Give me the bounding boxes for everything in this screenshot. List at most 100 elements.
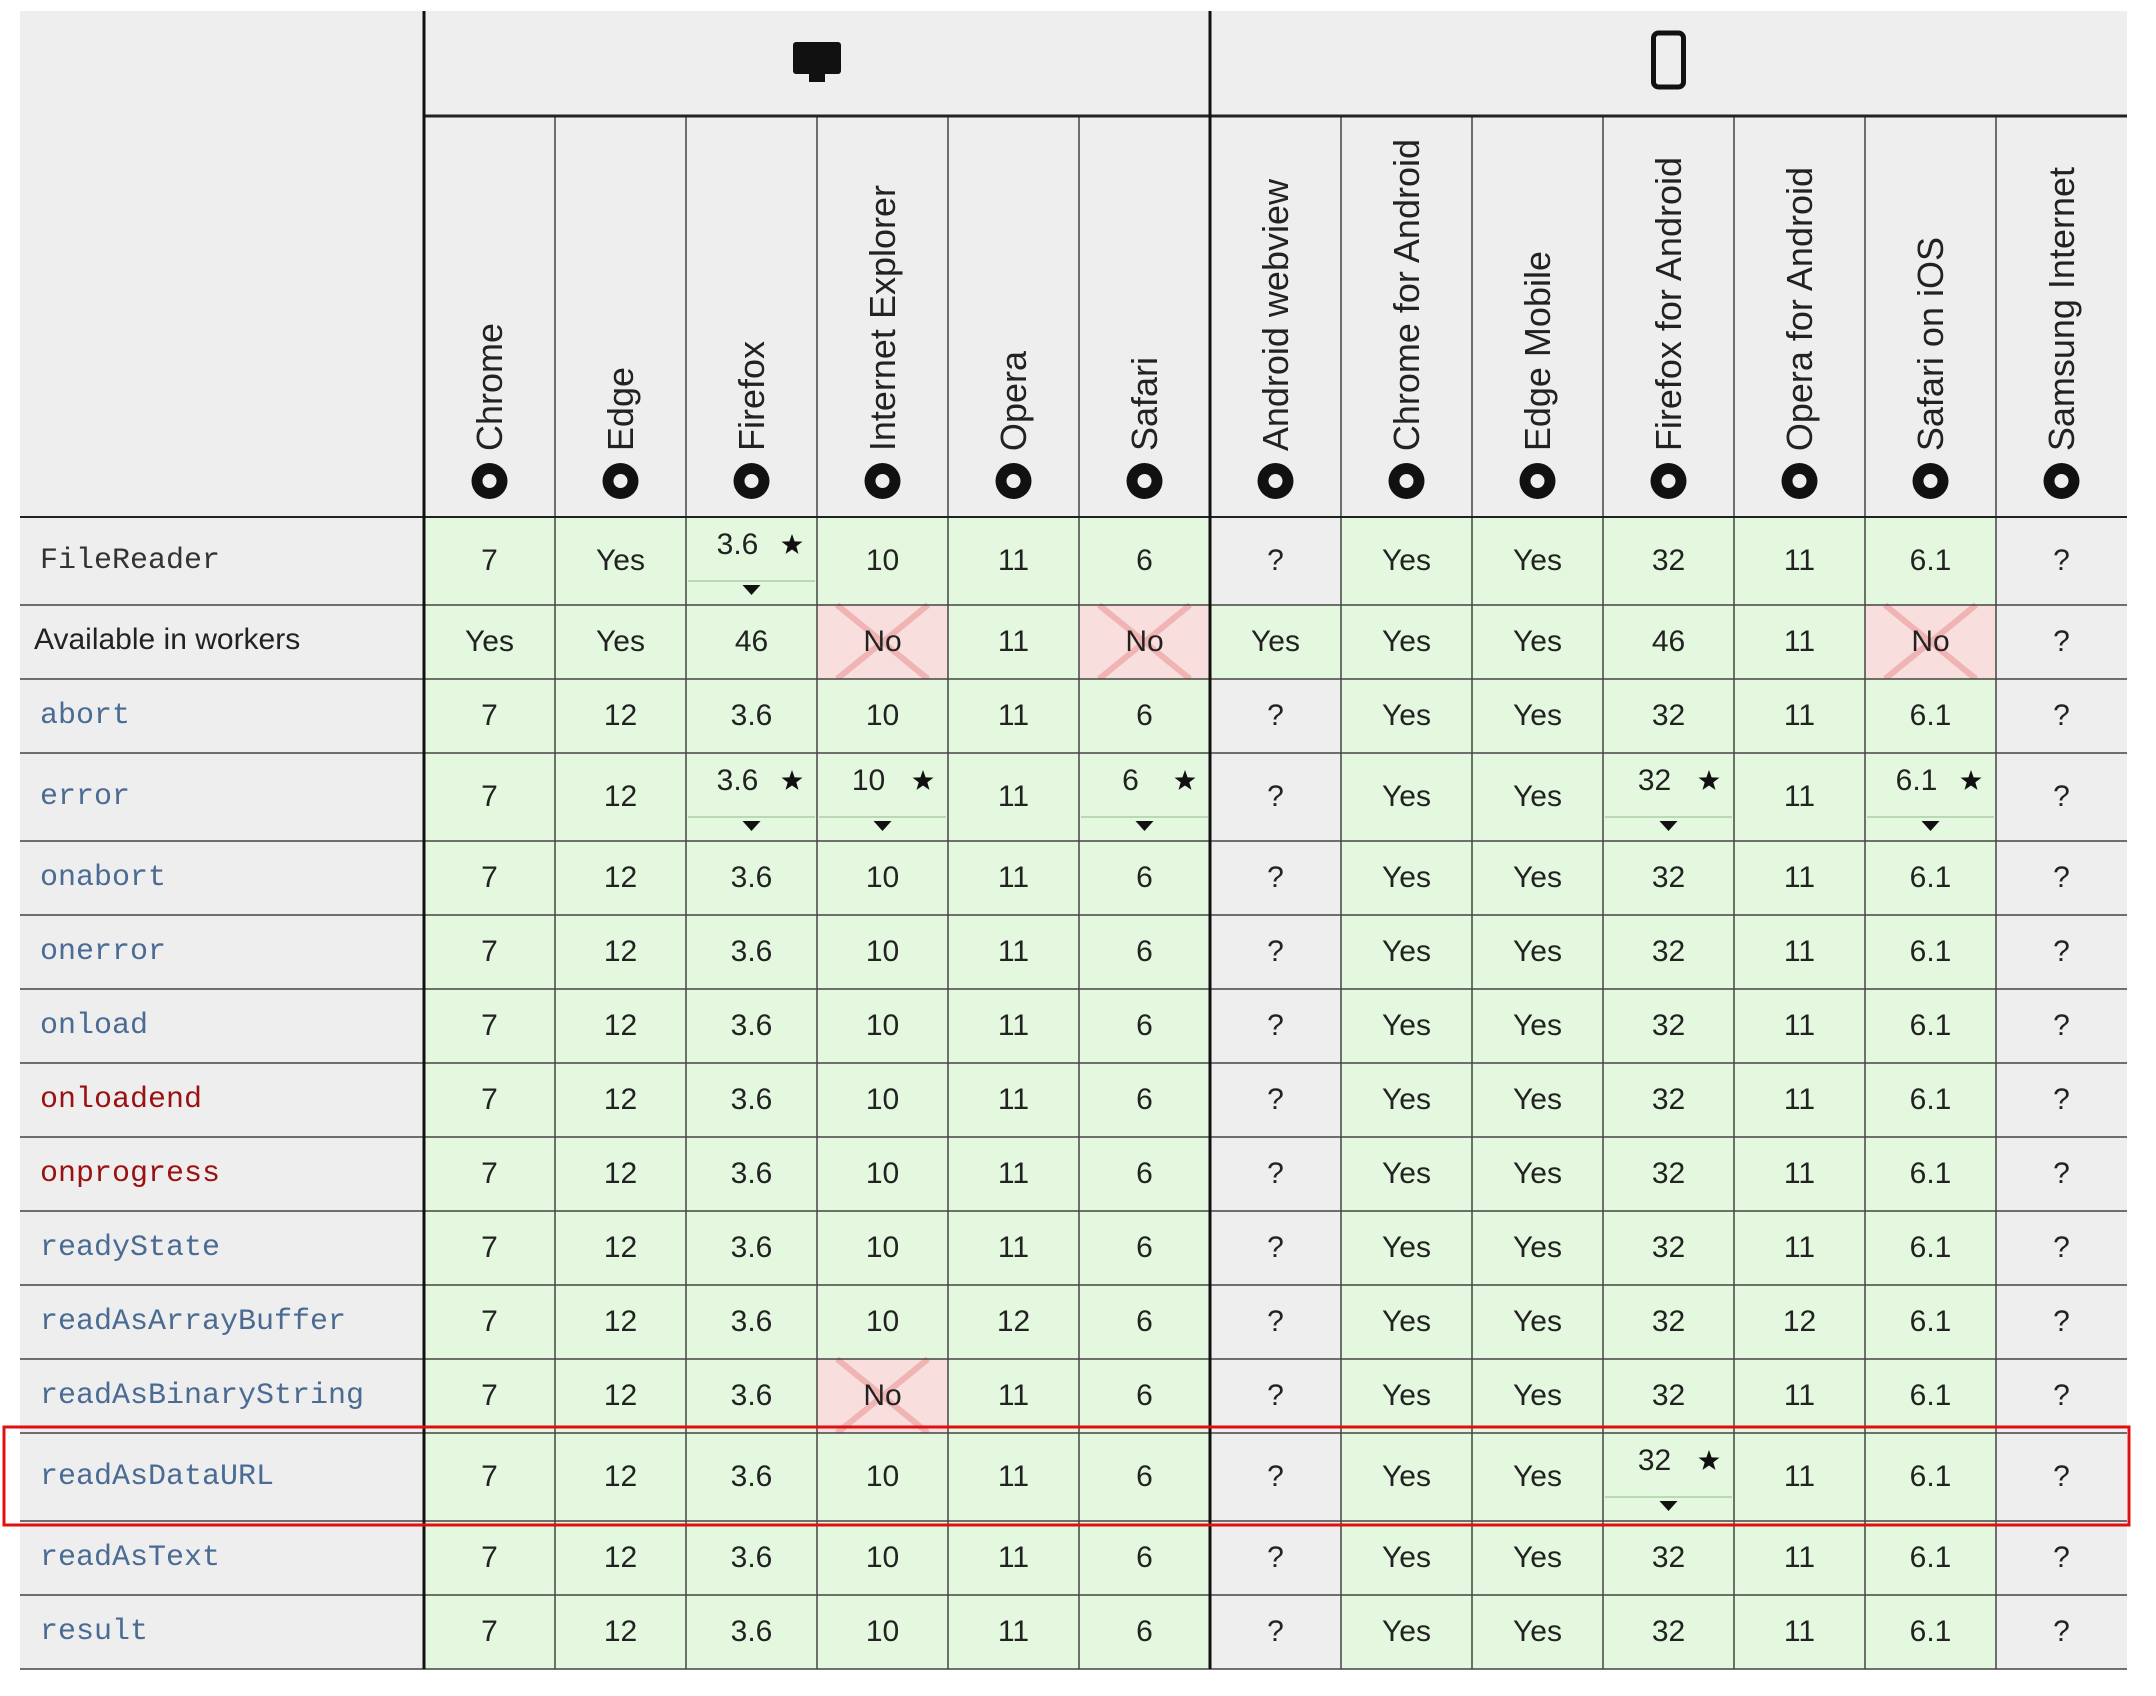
note-star: [912, 770, 934, 790]
cell-value: 6.1: [1909, 1379, 1952, 1412]
cell-bg: [1865, 1285, 1996, 1359]
cell-value: Yes: [1382, 1305, 1431, 1338]
browser-icon-inner: [744, 474, 759, 488]
cell-value: 46: [1651, 625, 1686, 658]
cell-value: Yes: [1513, 1157, 1562, 1190]
cell-bg: [1734, 1211, 1865, 1285]
cell-value: ?: [1267, 861, 1284, 894]
cell-value: 7: [481, 935, 498, 968]
cell-value: 32: [1651, 1615, 1686, 1648]
expand-arrow: [1659, 1501, 1678, 1511]
cell-bg: [817, 517, 948, 605]
cell-bg: [1341, 605, 1472, 679]
cell-value: 10: [865, 1157, 900, 1190]
cell-bg: [555, 989, 686, 1063]
cell-value: 3.6: [730, 1460, 773, 1493]
cell-bg: [1996, 1063, 2127, 1137]
cell-bg: [1996, 915, 2127, 989]
cell-bg: [1210, 1137, 1341, 1211]
cell-bg: [1472, 1285, 1603, 1359]
cell-bg: [817, 1063, 948, 1137]
cell-value: Yes: [1513, 1615, 1562, 1648]
browser-name: Chrome: [468, 322, 510, 451]
cell-value: 11: [997, 780, 1030, 813]
cell-value: Yes: [1513, 1231, 1562, 1264]
cell-bg: [1341, 989, 1472, 1063]
browser-icon-inner: [1268, 474, 1283, 488]
feature-name: readAsBinaryString: [34, 1375, 371, 1417]
cell-value: ?: [2053, 1460, 2070, 1493]
cell-bg: [1996, 1359, 2127, 1433]
cell-bg: [1603, 1211, 1734, 1285]
cell-bg: [555, 915, 686, 989]
cell-value: 3.6: [716, 764, 759, 797]
cell-value: Yes: [1513, 1541, 1562, 1574]
cell-value: 11: [1783, 780, 1816, 813]
cell-value: 6: [1122, 764, 1139, 797]
feature-name: readAsText: [34, 1537, 227, 1579]
cell-value: Yes: [1382, 1009, 1431, 1042]
cell-value: 6.1: [1909, 1460, 1952, 1493]
note-star: [1960, 770, 1982, 790]
cell-value: 11: [1783, 625, 1816, 658]
cell-value: 6: [1136, 1615, 1153, 1648]
no-cross: [835, 602, 930, 682]
cell-value: ?: [2053, 1157, 2070, 1190]
cell-value: 10: [865, 1615, 900, 1648]
cell-value: 6: [1136, 1009, 1153, 1042]
cell-value: 12: [603, 699, 638, 732]
browser-name: Internet Explorer: [861, 184, 903, 451]
cell-value: 11: [997, 1009, 1030, 1042]
cell-bg: [1341, 753, 1472, 841]
cell-value: 6.1: [1909, 1231, 1952, 1264]
cell-value: 7: [481, 1541, 498, 1574]
cell-bg: [817, 679, 948, 753]
cell-bg: [817, 1595, 948, 1669]
desktop-icon: [793, 42, 841, 74]
cell-bg: [1079, 679, 1210, 753]
cell-value: Yes: [1382, 544, 1431, 577]
cell-value: 6.1: [1909, 1157, 1952, 1190]
expand-arrow: [742, 821, 761, 831]
cell-value: ?: [2053, 1231, 2070, 1264]
cell-value: ?: [2053, 780, 2070, 813]
cell-bg: [1603, 679, 1734, 753]
cell-bg: [1079, 1285, 1210, 1359]
cell-bg: [686, 1595, 817, 1669]
cell-value: 6: [1136, 544, 1153, 577]
cell-value: 32: [1651, 1305, 1686, 1338]
cell-bg: [424, 1285, 555, 1359]
cell-bg: [1996, 841, 2127, 915]
cell-value: Yes: [1513, 1083, 1562, 1116]
cell-value: ?: [2053, 1379, 2070, 1412]
cell-value: Yes: [1513, 625, 1562, 658]
cell-value: ?: [1267, 1305, 1284, 1338]
cell-bg: [948, 605, 1079, 679]
cell-bg: [1341, 1211, 1472, 1285]
cell-value: 11: [1783, 1541, 1816, 1574]
cell-bg: [948, 1211, 1079, 1285]
browser-icon-inner: [1137, 474, 1152, 488]
feature-name: onabort: [34, 857, 173, 899]
cell-bg: [1210, 1521, 1341, 1595]
cell-value: 11: [997, 861, 1030, 894]
expand-arrow: [1659, 821, 1678, 831]
cell-bg: [555, 753, 686, 841]
cell-value: ?: [2053, 1009, 2070, 1042]
cell-value: 32: [1651, 1379, 1686, 1412]
cell-bg: [948, 841, 1079, 915]
cell-bg: [1734, 1137, 1865, 1211]
cell-value: 10: [865, 1305, 900, 1338]
cell-bg: [1734, 1595, 1865, 1669]
cell-bg: [1341, 915, 1472, 989]
cell-bg: [424, 1595, 555, 1669]
cell-bg: [1341, 1521, 1472, 1595]
cell-bg: [1734, 517, 1865, 605]
cell-value: 7: [481, 544, 498, 577]
cell-value: Yes: [1513, 1379, 1562, 1412]
cell-value: 7: [481, 1231, 498, 1264]
cell-value: 12: [603, 935, 638, 968]
cell-value: ?: [1267, 1460, 1284, 1493]
cell-bg: [1865, 1521, 1996, 1595]
cell-bg: [424, 753, 555, 841]
